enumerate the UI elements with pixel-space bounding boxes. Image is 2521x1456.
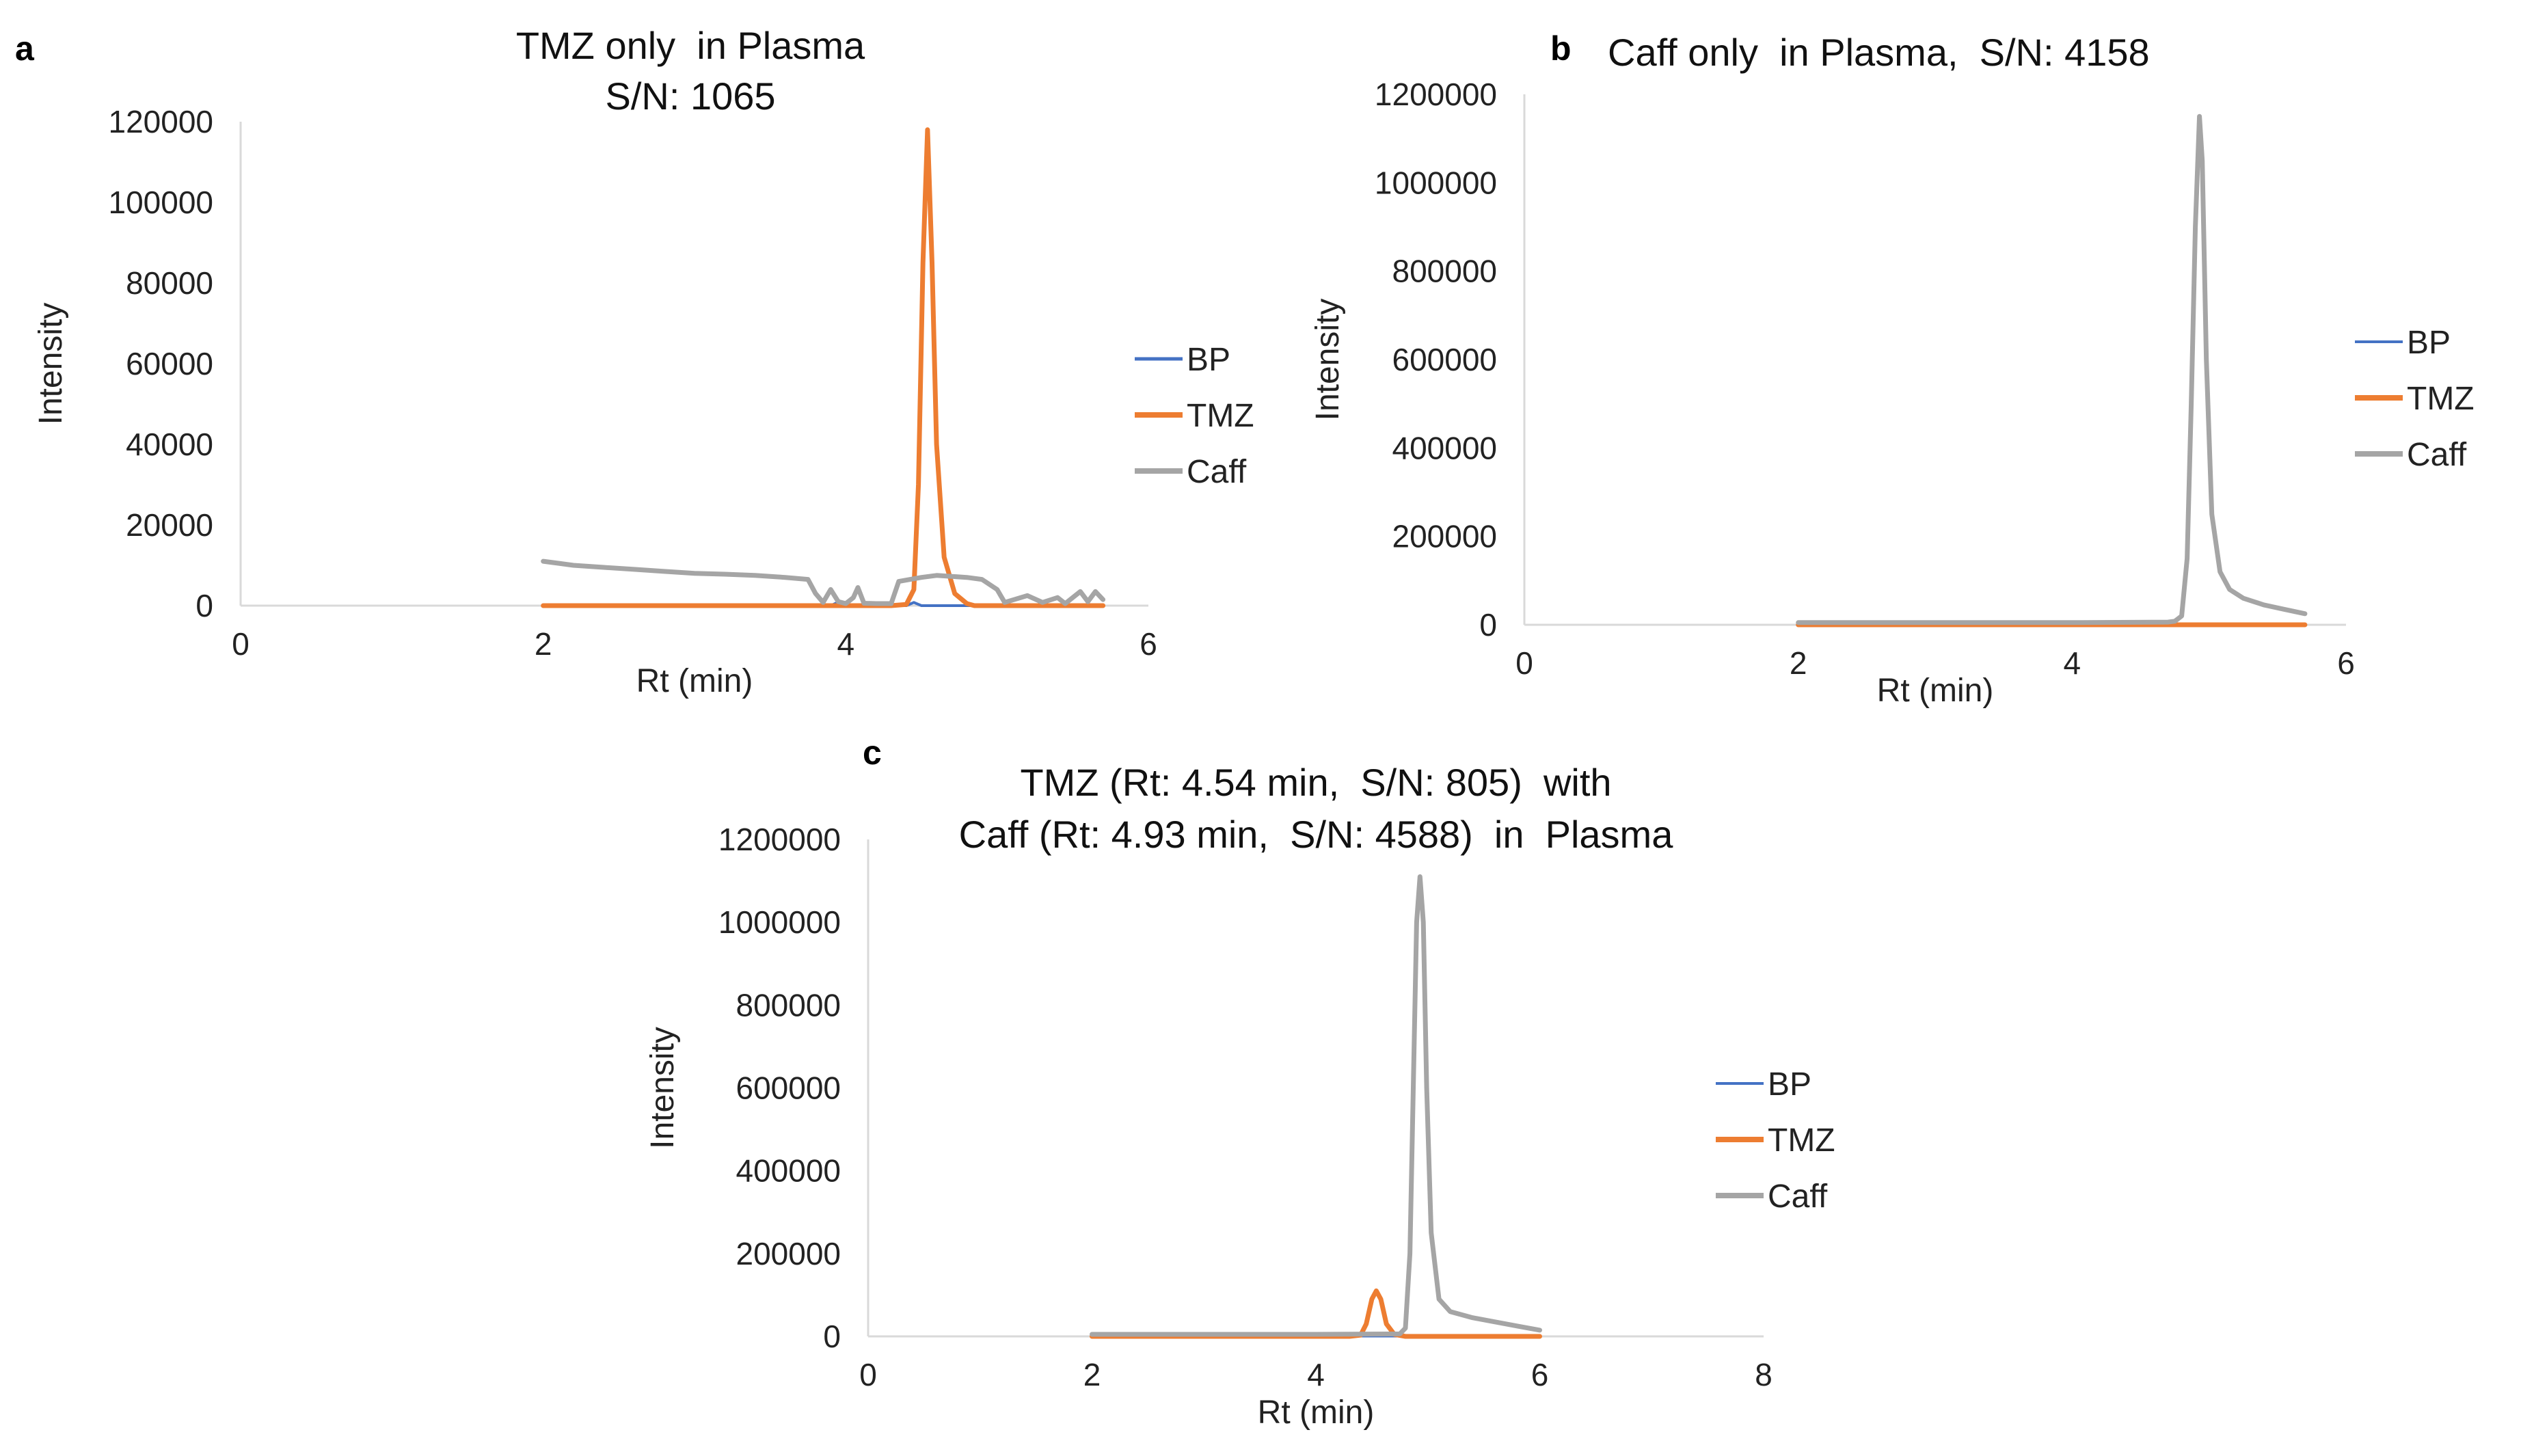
panel-a-y-tick-label: 0 — [196, 588, 213, 623]
panel-c-y-axis-label: Intensity — [645, 1027, 681, 1149]
panel-c-y-tick-label: 1200000 — [718, 822, 841, 857]
panel-a-y-tick-label: 60000 — [126, 346, 213, 381]
panel-a-series-tmz — [541, 127, 1106, 608]
panel-c-label: c — [863, 733, 882, 772]
panel-b-y-tick-label: 800000 — [1392, 254, 1498, 289]
panel-b-x-tick-label: 4 — [2064, 645, 2081, 681]
panel-c-legend-label-bp: BP — [1768, 1066, 1811, 1103]
panel-c-y-tick-label: 400000 — [736, 1153, 841, 1189]
panel-a-x-tick-label: 2 — [535, 626, 552, 662]
panel-c-y-tick-label: 600000 — [736, 1070, 841, 1106]
panel-a-legend-label-tmz: TMZ — [1187, 398, 1254, 434]
panel-a-legend-label-caff: Caff — [1187, 454, 1247, 490]
panel-b-legend: BP TMZ Caff — [2355, 325, 2475, 473]
panel-c-y-tick-label: 0 — [823, 1319, 841, 1354]
panel-c-x-tick-label: 8 — [1755, 1357, 1772, 1392]
panel-a-y-tick-label: 40000 — [126, 427, 213, 462]
panel-a-y-tick-label: 120000 — [109, 104, 214, 139]
panel-b-y-tick-label: 1000000 — [1375, 165, 1497, 200]
panel-a-y-tick-label: 80000 — [126, 265, 213, 301]
panel-b-series-caff — [1796, 113, 2308, 625]
panel-a-y-tick-label: 20000 — [126, 507, 213, 543]
panel-b-legend-label-tmz: TMZ — [2407, 381, 2475, 417]
panel-a-title-line: S/N: 1065 — [605, 75, 775, 118]
panel-a-x-tick-label: 4 — [837, 626, 855, 662]
panel-b-y-tick-label: 200000 — [1392, 519, 1498, 554]
panel-a-x-tick-label: 6 — [1140, 626, 1157, 662]
panel-b-x-tick-label: 0 — [1515, 645, 1533, 681]
panel-c-legend: BP TMZ Caff — [1716, 1066, 1835, 1215]
panel-b-y-axis-label: Intensity — [1310, 299, 1346, 421]
panel-a-legend-label-bp: BP — [1187, 342, 1230, 378]
panel-a-y-axis-label: Intensity — [33, 303, 69, 425]
panel-c-series-caff — [1090, 874, 1542, 1337]
panel-c-legend-label-tmz: TMZ — [1768, 1122, 1835, 1159]
panel-a-x-axis-label: Rt (min) — [636, 663, 753, 699]
panel-b-y-tick-label: 600000 — [1392, 342, 1498, 377]
panel-c-series-tmz — [1090, 1288, 1542, 1339]
panel-c-x-tick-label: 4 — [1307, 1357, 1325, 1392]
panel-c-x-axis-label: Rt (min) — [1258, 1394, 1375, 1431]
panel-b-legend-label-caff: Caff — [2407, 437, 2467, 473]
panel-a-label: a — [15, 29, 35, 68]
panel-b-y-tick-label: 0 — [1479, 607, 1497, 643]
panel-c-x-tick-label: 6 — [1531, 1357, 1549, 1392]
panel-b-x-axis-label: Rt (min) — [1877, 673, 1994, 709]
panel-a-x-tick-label: 0 — [232, 626, 250, 662]
panel-b-chart: b Caff only in Plasma, S/N: 4158020000040… — [1310, 29, 2475, 709]
panel-a-series-caff — [541, 558, 1106, 606]
panel-a-chart: a TMZ only in Plasma S/N: 1065 0 20000 40000 6… — [15, 24, 1254, 699]
panel-b-legend-label-bp: BP — [2407, 325, 2451, 361]
panel-c-y-tick-label: 1000000 — [718, 904, 841, 940]
panel-c-legend-label-caff: Caff — [1768, 1178, 1828, 1215]
panel-a-y-tick-label: 100000 — [109, 185, 214, 220]
panel-c-x-tick-label: 2 — [1083, 1357, 1101, 1392]
panel-c-y-tick-label: 200000 — [736, 1236, 841, 1271]
panel-c-chart: c TMZ (Rt: 4.54 min, S/N: 805) with Caff (… — [645, 733, 1835, 1431]
panel-b-label: b — [1550, 29, 1572, 68]
panel-c-title-line: Caff (Rt: 4.93 min, S/N: 4588) in Plasma — [959, 813, 1674, 856]
panel-a-title-line: TMZ only in Plasma — [516, 24, 865, 67]
panel-b-x-tick-label: 6 — [2337, 645, 2355, 681]
panel-a-legend: BP TMZ Caff — [1135, 342, 1254, 490]
panel-c-x-tick-label: 0 — [859, 1357, 877, 1392]
panel-b-y-tick-label: 400000 — [1392, 430, 1498, 466]
panel-b-title-line: Caff only in Plasma, S/N: 4158 — [1608, 31, 2150, 74]
panel-b-y-tick-label: 1200000 — [1375, 77, 1497, 112]
panel-c-y-tick-label: 800000 — [736, 987, 841, 1023]
panel-b-x-tick-label: 2 — [1790, 645, 1807, 681]
panel-c-title-line: TMZ (Rt: 4.54 min, S/N: 805) with — [1020, 761, 1611, 804]
